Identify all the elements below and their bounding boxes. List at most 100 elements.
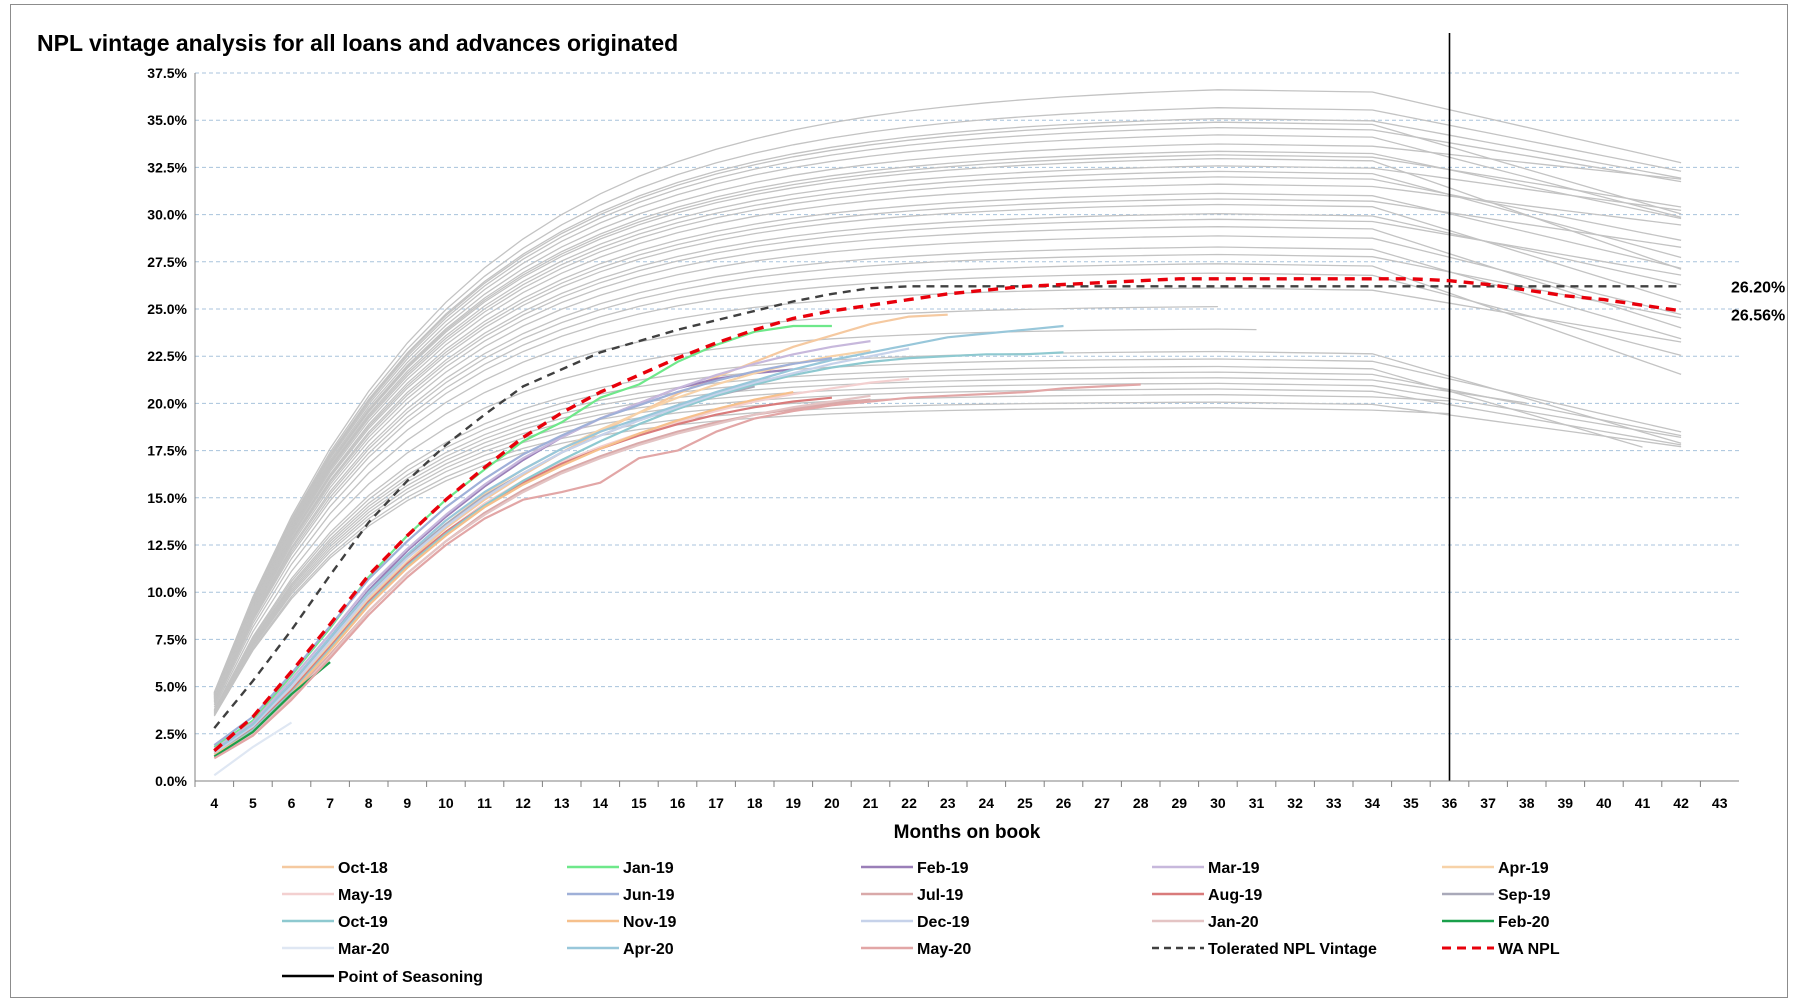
x-tick-label: 5 [249,795,257,811]
legend-label: Oct-19 [338,914,388,931]
y-tick-label: 30.0% [147,207,187,223]
legend-label: May-19 [338,887,392,904]
x-tick-label: 17 [708,795,724,811]
background-vintage-line [213,89,1682,693]
y-tick-label: 25.0% [147,301,187,317]
x-tick-label: 22 [901,795,917,811]
x-tick-label: 11 [477,795,492,811]
series-line-apr-20 [213,324,1064,752]
x-tick-label: 36 [1442,795,1458,811]
x-tick-label: 14 [593,795,609,811]
series-line-nov-19 [213,391,794,756]
y-tick-label: 20.0% [147,395,187,411]
background-vintage-line [213,407,1450,717]
background-vintage-line [213,328,1257,708]
x-tick-label: 42 [1673,795,1689,811]
y-tick-label: 10.0% [147,584,187,600]
background-vintage-line [213,253,1682,701]
legend-label: Mar-20 [338,941,390,958]
x-tick-label: 23 [940,795,956,811]
legend-label: Jul-19 [917,887,963,904]
background-vintages [213,89,1682,717]
background-vintage-line [213,126,1682,694]
y-tick-label: 0.0% [155,773,187,789]
background-vintage-line [213,371,1682,713]
series-line-jul-19 [213,398,871,758]
legend-label: Tolerated NPL Vintage [1208,941,1377,958]
background-vintage-line [213,183,1682,697]
x-tick-label: 29 [1172,795,1188,811]
y-tick-label: 2.5% [155,726,187,742]
x-tick-label: 8 [365,795,373,811]
background-vintage-line [213,365,1643,712]
x-tick-label: 30 [1210,795,1226,811]
y-tick-label: 27.5% [147,254,187,270]
background-vintage-line [213,170,1682,696]
chart-frame: NPL vintage analysis for all loans and a… [10,4,1788,998]
legend-label: Aug-19 [1208,887,1262,904]
series-line-dec-19 [213,347,910,754]
highlighted-vintages [213,33,1682,781]
background-vintage-line [213,107,1682,693]
x-tick-label: 27 [1094,795,1110,811]
legend-label: Mar-19 [1208,860,1260,877]
series-line-mar-19 [213,340,871,750]
series-line-wa-npl [213,277,1682,753]
background-vintage-line [213,263,1682,702]
series-line-oct-19 [213,351,1064,756]
npl-vintage-chart: NPL vintage analysis for all loans and a… [37,30,1785,986]
background-vintage-line [213,198,1682,698]
series-line-jun-19 [213,357,833,746]
chart-title: NPL vintage analysis for all loans and a… [37,30,678,56]
background-vintage-line [213,388,1682,715]
background-vintage-line [213,226,1682,699]
x-tick-label: 19 [786,795,802,811]
background-vintage-line [213,287,1682,704]
legend-label: Point of Seasoning [338,969,483,986]
legend-label: Jan-19 [623,860,674,877]
y-tick-label: 5.0% [155,679,187,695]
legend-label: Feb-19 [917,860,969,877]
series-line-jan-20 [213,394,871,758]
x-tick-label: 7 [326,795,334,811]
series-line-may-20 [213,383,1141,760]
y-tick-label: 35.0% [147,112,187,128]
x-tick-label: 25 [1017,795,1033,811]
background-vintage-line [213,213,1682,699]
x-tick-label: 16 [670,795,686,811]
background-vintage-line [213,394,1450,715]
background-vintage-line [213,157,1682,695]
background-vintage-line [213,235,1682,700]
legend-label: Jun-19 [623,887,675,904]
x-tick-label: 26 [1056,795,1072,811]
x-tick-label: 9 [403,795,411,811]
end-label: 26.20% [1731,279,1785,296]
x-tick-label: 4 [210,795,218,811]
y-tick-label: 37.5% [147,65,187,81]
y-tick-label: 17.5% [147,443,187,459]
background-vintage-line [213,117,1682,694]
background-vintage-line [213,176,1682,696]
legend-label: Jan-20 [1208,914,1259,931]
x-tick-label: 32 [1287,795,1303,811]
end-labels: 26.20% 26.56% [1731,279,1785,324]
background-vintage-line [213,382,1682,714]
x-tick-label: 34 [1365,795,1381,811]
gridlines [195,72,1739,735]
x-tick-label: 37 [1480,795,1496,811]
legend-label: WA NPL [1498,941,1560,958]
background-vintage-line [213,121,1682,694]
legend: Oct-18 Jan-19 Feb-19 Mar-19 Apr-19 May-19 Jun-… [282,860,1560,986]
x-tick-label: 35 [1403,795,1419,811]
background-vintage-line [213,165,1682,696]
legend-label: Sep-19 [1498,887,1551,904]
legend-label: Feb-20 [1498,914,1550,931]
background-vintage-line [213,272,1682,703]
x-tick-label: 15 [631,795,647,811]
x-axis-title: Months on book [894,822,1041,843]
background-vintage-line [213,358,1682,711]
x-tick-label: 6 [288,795,296,811]
end-label: 26.56% [1731,308,1785,325]
legend-label: Apr-19 [1498,860,1549,877]
legend-label: Nov-19 [623,914,676,931]
